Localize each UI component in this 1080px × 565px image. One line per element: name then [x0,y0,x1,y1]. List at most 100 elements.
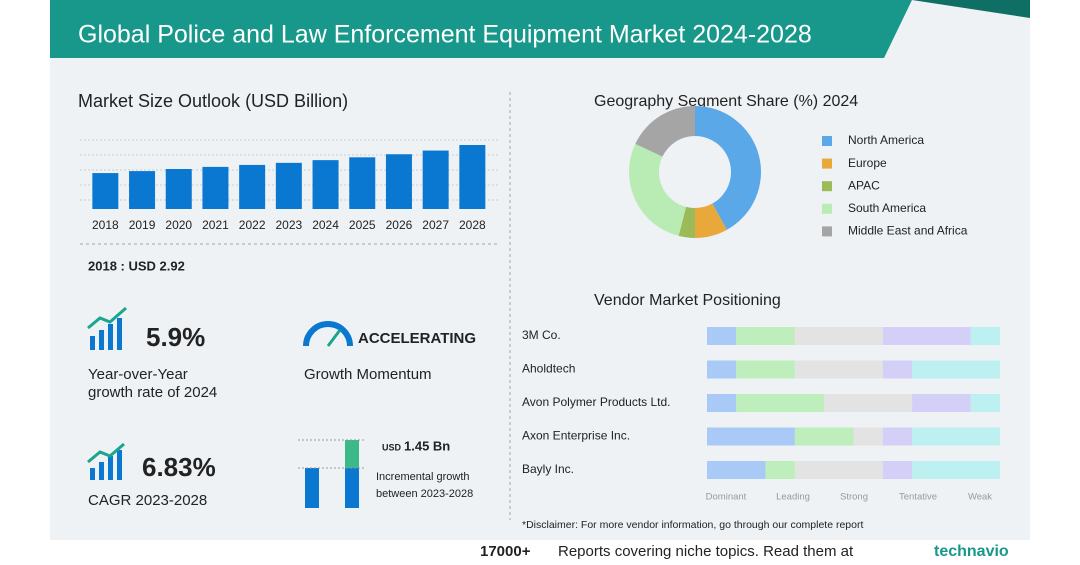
bar [459,145,486,209]
bar [275,162,302,209]
bar-chart: 2018 2019 2020 2021 2022 2023 2024 2025 2026 2027… [80,139,500,232]
cagr-value: 6.83% [142,452,216,482]
yoy-label: Year-over-Year [88,366,188,383]
segment [882,360,913,379]
segment [794,461,883,479]
x-tick-label: 2023 [275,218,302,232]
bar [129,171,156,209]
cagr-icon [87,442,125,480]
chart-title: Geography Segment Share (%) 2024 [594,93,858,110]
x-tick-label: 2022 [239,218,266,232]
panel [50,0,1030,540]
bar [349,157,376,209]
x-tick-label: 2024 [312,218,339,232]
legend-label: Middle East and Africa [848,224,968,238]
legend-label: Strong [840,492,868,503]
segment [794,427,854,446]
incremental-label: Incremental growth [376,471,470,483]
bar [422,150,449,209]
incremental-unit: USD [382,442,402,452]
gauge-icon [303,321,353,347]
momentum-value: ACCELERATING [358,330,476,347]
legend-label: Europe [848,156,887,170]
legend-label: Dominant [706,492,747,503]
segment [707,327,737,345]
footer-count: 17000+ [480,543,531,560]
segment [912,427,1000,446]
segment [882,327,971,345]
segment [794,360,883,379]
legend-label: Tentative [899,492,937,503]
donut-segment [635,106,695,157]
segment [794,327,883,345]
footer-text: Reports covering niche topics. Read them… [558,543,854,560]
legend-swatch [822,203,832,214]
bar [385,154,412,209]
segment [736,327,795,345]
bar [312,160,339,209]
page-title: Global Police and Law Enforcement Equipm… [78,21,812,49]
legend-label: South America [848,201,926,215]
segment [707,360,737,379]
incremental-value: 1.45 Bn [404,438,450,453]
segment [824,394,913,412]
bar [202,166,229,209]
donut-segment [695,106,761,230]
segment [912,360,1000,379]
disclaimer: *Disclaimer: For more vendor information… [522,519,863,531]
segment [736,394,825,412]
vendor-label: Aholdtech [522,362,575,376]
base-year: 2018 : USD 2.92 [88,258,185,273]
segment [707,427,795,446]
momentum-label: Growth Momentum [304,366,432,383]
x-tick-label: 2028 [459,218,486,232]
segment [912,461,1000,479]
chart-title: Vendor Market Positioning [594,292,781,309]
bar [165,169,192,209]
segment [912,394,971,412]
x-tick-label: 2019 [129,218,156,232]
header-bar [50,0,912,58]
vendor-chart: 3M Co. Aholdtech Avon Polymer Products Ltd… [522,327,1000,503]
vendor-label: Avon Polymer Products Ltd. [522,395,671,409]
segment [707,461,766,479]
x-tick-label: 2021 [202,218,229,232]
bar [239,164,266,209]
segment [736,360,795,379]
growth-icon [87,306,127,350]
vendor-label: 3M Co. [522,328,561,342]
legend-label: APAC [848,178,880,192]
segment [882,461,913,479]
legend-label: Weak [968,492,992,503]
x-tick-label: 2020 [165,218,192,232]
incremental-icon [298,439,366,508]
legend-swatch [822,158,832,169]
brand: technavio [934,543,1009,560]
segment [765,461,795,479]
bar [92,173,119,209]
vendor-label: Bayly Inc. [522,462,574,476]
segment [970,394,1000,412]
segment [853,427,883,446]
incremental-label: between 2023-2028 [376,488,473,500]
segment [882,427,913,446]
chart-title: Market Size Outlook (USD Billion) [78,91,348,111]
segment [970,327,1000,345]
legend-swatch [822,136,832,146]
donut-chart: North America Europe APAC South America Midd… [629,106,968,238]
segment [707,394,737,412]
cagr-label: CAGR 2023-2028 [88,492,207,509]
x-tick-label: 2025 [349,218,376,232]
legend-swatch [822,181,832,192]
legend-label: Leading [776,492,810,503]
legend-swatch [822,226,832,237]
donut-segment [695,203,727,238]
vendor-label: Axon Enterprise Inc. [522,429,630,443]
donut-segment [678,206,695,238]
header-accent [912,0,1030,18]
x-tick-label: 2018 [92,218,119,232]
x-tick-label: 2027 [422,218,449,232]
x-tick-label: 2026 [386,218,413,232]
legend-label: North America [848,133,924,147]
